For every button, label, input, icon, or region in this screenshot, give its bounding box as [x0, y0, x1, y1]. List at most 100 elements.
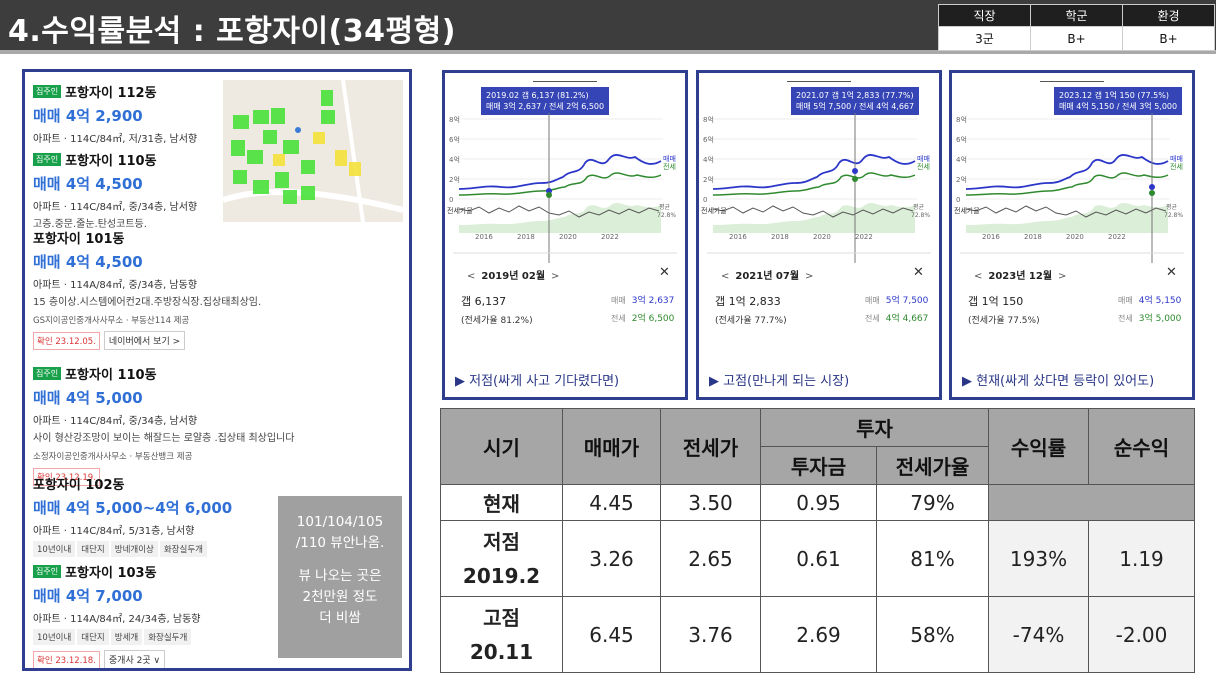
prev-arrow-icon[interactable]: <	[467, 271, 476, 282]
avg-value: 72.8%	[911, 212, 930, 219]
feature-chip: 화장실두개	[144, 629, 192, 645]
feature-chip: 방네개이상	[110, 541, 158, 557]
listing-desc: 고층.중문.줄눈.탄성코트등.	[33, 219, 147, 230]
next-arrow-icon[interactable]: >	[1058, 271, 1067, 282]
prev-arrow-icon[interactable]: <	[721, 271, 730, 282]
chart-handle	[787, 81, 851, 82]
return-table: 시기 매매가 전세가 투자 수익률 순수익 투자금 전세가율 현재 4.45 3…	[440, 408, 1195, 673]
x-tick-label: 2020	[1066, 233, 1084, 241]
feature-chip: 10년이내	[33, 629, 76, 645]
close-icon[interactable]: ✕	[913, 265, 924, 280]
x-tick-label: 2022	[855, 233, 873, 241]
grade-header-school: 학군	[1030, 4, 1123, 27]
listing-name: 포항자이 101동	[33, 232, 125, 247]
chart-handle	[1040, 81, 1104, 82]
y-tick-label: 6억	[956, 136, 967, 144]
cell-period: 저점 2019.2	[440, 520, 563, 597]
sale-line	[965, 154, 1169, 190]
cell-amount: 2.69	[760, 596, 877, 673]
listing-detail: 아파트 · 114C/84㎡, 중/34층, 남서향	[33, 202, 198, 213]
listing-item[interactable]: 집주인 포항자이 112동 매매 4억 2,900 아파트 · 114C/84㎡,…	[33, 82, 197, 145]
x-tick-label: 2022	[601, 233, 619, 241]
feature-chip: 방세개	[110, 629, 143, 645]
y-tick-label: 4억	[956, 156, 967, 164]
close-icon[interactable]: ✕	[659, 265, 670, 280]
cell-ratio: 79%	[876, 484, 989, 521]
jeon-line	[458, 172, 662, 196]
jeon-price: 전세 4억 4,667	[865, 314, 929, 324]
cursor-dot-jeon	[1149, 190, 1155, 196]
listing-item[interactable]: 포항자이 101동 매매 4억 4,500 아파트 · 114A/84㎡, 중/…	[33, 228, 261, 350]
x-tick-label: 2018	[1024, 233, 1042, 241]
listing-price: 매매 4억 5,000	[33, 389, 143, 407]
y-tick-label: 2억	[449, 176, 460, 184]
ratio-label: 전세가율	[447, 206, 473, 215]
ratio-label: 전세가율	[954, 206, 980, 215]
avg-label: 평균	[913, 203, 925, 211]
cell-amount: 0.61	[760, 520, 877, 597]
date-nav: <2021년 07월 >	[715, 267, 819, 282]
jeonse-rate: (전세가율 81.2%)	[461, 316, 533, 326]
owner-badge: 집주인	[33, 153, 62, 166]
feature-chips: 10년이내 대단지 방네개이상 화장실두개	[33, 537, 232, 557]
jeon-line	[712, 172, 916, 196]
listing-agent: GS지이공인중개사사무소 · 부동산114 제공	[33, 316, 190, 326]
th-period: 시기	[440, 408, 563, 485]
listing-detail: 아파트 · 114A/84㎡, 중/34층, 남동향	[33, 280, 197, 291]
listing-price: 매매 4억 4,500	[33, 175, 143, 193]
grade-value-school: B+	[1030, 26, 1123, 51]
listing-price: 매매 4억 2,900	[33, 107, 143, 125]
listing-desc: 15 층이상.시스템에어컨2대.주방장식장.집상태최상임.	[33, 297, 262, 308]
avg-value: 72.8%	[657, 212, 676, 219]
naver-link[interactable]: 네이버에서 보기 >	[103, 331, 186, 350]
listing-item[interactable]: 집주인 포항자이 110동 매매 4억 5,000 아파트 · 114C/84㎡,…	[33, 364, 294, 486]
cell-ratio: 81%	[876, 520, 989, 597]
th-ratio: 전세가율	[876, 446, 989, 485]
table-row: 현재 4.45 3.50 0.95 79%	[440, 484, 1195, 521]
avg-value: 72.8%	[1164, 212, 1183, 219]
selected-date: 2023년 12월	[988, 271, 1053, 282]
cell-return: 193%	[988, 520, 1089, 597]
note-line: 2천만원 정도	[302, 589, 378, 605]
listing-item[interactable]: 포항자이 102동 매매 4억 5,000~4억 6,000 아파트 · 114…	[33, 474, 232, 557]
chart-tooltip: 2023.12 갭 1억 150 (77.5%) 매매 4억 5,150 / 전세…	[1054, 87, 1183, 115]
next-arrow-icon[interactable]: >	[805, 271, 814, 282]
jeon-line	[965, 172, 1169, 196]
close-icon[interactable]: ✕	[1166, 265, 1177, 280]
y-tick-label: 2억	[956, 176, 967, 184]
broker-dropdown[interactable]: 중개사 2곳 ∨	[103, 650, 166, 668]
sale-line	[458, 154, 662, 190]
listing-price: 매매 4억 7,000	[33, 587, 143, 605]
x-tick-label: 2016	[729, 233, 747, 241]
prev-arrow-icon[interactable]: <	[974, 271, 983, 282]
x-tick-label: 2020	[559, 233, 577, 241]
owner-badge: 집주인	[33, 85, 62, 98]
owner-badge: 집주인	[33, 367, 62, 380]
feature-chip: 대단지	[77, 541, 109, 557]
selected-date: 2021년 07월	[735, 271, 800, 282]
cursor-dot-jeon	[852, 176, 858, 182]
listing-item[interactable]: 집주인 포항자이 110동 매매 4억 4,500 아파트 · 114C/84㎡,…	[33, 150, 197, 230]
jeon-price: 전세 2억 6,500	[611, 314, 675, 324]
y-tick-label: 4억	[703, 156, 714, 164]
y-tick-label: 2억	[703, 176, 714, 184]
jeonse-rate: (전세가율 77.5%)	[968, 316, 1040, 326]
sale-line	[712, 154, 916, 190]
feature-chip: 대단지	[77, 629, 109, 645]
x-tick-label: 2018	[771, 233, 789, 241]
next-arrow-icon[interactable]: >	[551, 271, 560, 282]
gap-value: 갭 1억 150	[968, 295, 1024, 308]
listing-item[interactable]: 집주인 포항자이 103동 매매 4억 7,000 아파트 · 114A/84㎡,…	[33, 562, 201, 668]
th-sale: 매매가	[562, 408, 661, 485]
note-line: 더 비쌈	[319, 610, 361, 626]
y-tick-label: 8억	[703, 116, 714, 124]
table-row: 저점 2019.2 3.26 2.65 0.61 81% 193% 1.19	[440, 520, 1195, 597]
complex-map[interactable]	[223, 80, 403, 222]
owner-badge: 집주인	[33, 565, 62, 578]
cell-period: 현재	[440, 484, 563, 521]
return-table-wrap: 시기 매매가 전세가 투자 수익률 순수익 투자금 전세가율 현재 4.45 3…	[440, 408, 1195, 673]
title-bar: 4.수익률분석 : 포항자이(34평형) 직장 학군 환경 3군 B+ B+	[0, 0, 1216, 54]
